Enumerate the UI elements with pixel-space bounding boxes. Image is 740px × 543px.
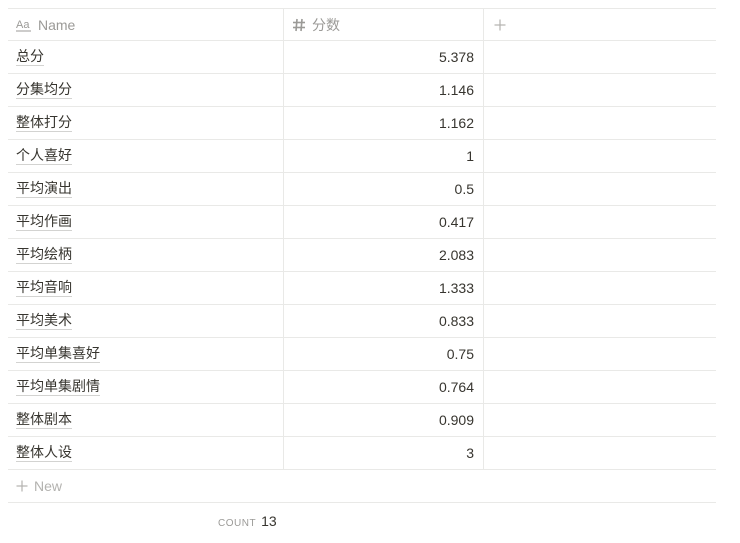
row-name-text[interactable]: 平均演出 — [16, 180, 72, 198]
row-score-value: 5.378 — [438, 49, 474, 65]
score-cell[interactable]: 0.75 — [284, 338, 484, 370]
row-name-text[interactable]: 平均绘柄 — [16, 246, 72, 264]
table-row[interactable]: 平均美术 0.833 — [8, 305, 716, 338]
row-name-text[interactable]: 平均音响 — [16, 279, 72, 297]
empty-cell — [484, 371, 716, 403]
database-table: Aa Name 分数 — [8, 8, 716, 537]
table-row[interactable]: 平均音响 1.333 — [8, 272, 716, 305]
row-name-text[interactable]: 平均作画 — [16, 213, 72, 231]
table-footer: COUNT 13 — [8, 503, 716, 537]
table-row[interactable]: 平均单集喜好 0.75 — [8, 338, 716, 371]
score-cell[interactable]: 5.378 — [284, 41, 484, 73]
row-score-value: 3 — [466, 445, 474, 461]
empty-cell — [484, 74, 716, 106]
empty-cell — [484, 173, 716, 205]
empty-cell — [484, 404, 716, 436]
row-name-text[interactable]: 平均单集剧情 — [16, 378, 100, 396]
row-score-value: 0.833 — [438, 313, 474, 329]
score-cell[interactable]: 0.417 — [284, 206, 484, 238]
new-row-label: New — [34, 478, 63, 494]
column-header-score-label: 分数 — [312, 16, 340, 33]
name-cell[interactable]: 平均作画 — [8, 206, 284, 238]
table-row[interactable]: 整体打分 1.162 — [8, 107, 716, 140]
row-score-value: 0.764 — [438, 379, 474, 395]
empty-cell — [484, 41, 716, 73]
name-cell[interactable]: 总分 — [8, 41, 284, 73]
row-score-value: 0.909 — [438, 412, 474, 428]
table-body: 总分 5.378 分集均分 1.146 整体打分 1.162 个人喜好 1 平均演出 0.5 平均作… — [8, 41, 716, 470]
table-row[interactable]: 平均绘柄 2.083 — [8, 239, 716, 272]
name-cell[interactable]: 整体剧本 — [8, 404, 284, 436]
row-name-text[interactable]: 整体打分 — [16, 114, 72, 132]
empty-cell — [484, 140, 716, 172]
table-row[interactable]: 个人喜好 1 — [8, 140, 716, 173]
row-name-text[interactable]: 平均单集喜好 — [16, 345, 100, 363]
empty-cell — [484, 338, 716, 370]
row-score-value: 1.162 — [438, 115, 474, 131]
name-cell[interactable]: 平均单集剧情 — [8, 371, 284, 403]
plus-icon — [16, 480, 28, 492]
new-row-button[interactable]: New — [8, 470, 716, 503]
score-cell[interactable]: 0.764 — [284, 371, 484, 403]
name-cell[interactable]: 分集均分 — [8, 74, 284, 106]
row-name-text[interactable]: 整体剧本 — [16, 411, 72, 429]
row-score-value: 1 — [466, 148, 474, 164]
score-cell[interactable]: 1 — [284, 140, 484, 172]
table-row[interactable]: 平均演出 0.5 — [8, 173, 716, 206]
name-cell[interactable]: 个人喜好 — [8, 140, 284, 172]
score-cell[interactable]: 1.146 — [284, 74, 484, 106]
row-score-value: 1.333 — [438, 280, 474, 296]
table-row[interactable]: 平均作画 0.417 — [8, 206, 716, 239]
row-name-text[interactable]: 整体人设 — [16, 444, 72, 462]
name-cell[interactable]: 整体打分 — [8, 107, 284, 139]
name-cell[interactable]: 整体人设 — [8, 437, 284, 469]
row-score-value: 1.146 — [438, 82, 474, 98]
empty-cell — [484, 437, 716, 469]
table-row[interactable]: 整体人设 3 — [8, 437, 716, 470]
score-cell[interactable]: 1.162 — [284, 107, 484, 139]
table-row[interactable]: 总分 5.378 — [8, 41, 716, 74]
name-cell[interactable]: 平均美术 — [8, 305, 284, 337]
table-row[interactable]: 整体剧本 0.909 — [8, 404, 716, 437]
count-calculation[interactable]: COUNT 13 — [218, 513, 277, 529]
score-cell[interactable]: 2.083 — [284, 239, 484, 271]
row-name-text[interactable]: 分集均分 — [16, 81, 72, 99]
score-cell[interactable]: 1.333 — [284, 272, 484, 304]
add-property-button[interactable] — [484, 9, 716, 40]
column-header-name[interactable]: Aa Name — [8, 9, 284, 40]
table-row[interactable]: 平均单集剧情 0.764 — [8, 371, 716, 404]
row-name-text[interactable]: 平均美术 — [16, 312, 72, 330]
column-header-score[interactable]: 分数 — [284, 9, 484, 40]
score-cell[interactable]: 0.909 — [284, 404, 484, 436]
plus-icon — [494, 19, 506, 31]
text-property-icon: Aa — [16, 18, 32, 32]
row-score-value: 0.5 — [454, 181, 474, 197]
name-cell[interactable]: 平均音响 — [8, 272, 284, 304]
name-cell[interactable]: 平均演出 — [8, 173, 284, 205]
svg-text:Aa: Aa — [16, 19, 30, 31]
row-name-text[interactable]: 个人喜好 — [16, 147, 72, 165]
table-row[interactable]: 分集均分 1.146 — [8, 74, 716, 107]
row-name-text[interactable]: 总分 — [16, 48, 44, 66]
score-cell[interactable]: 0.5 — [284, 173, 484, 205]
empty-cell — [484, 272, 716, 304]
row-score-value: 2.083 — [438, 247, 474, 263]
empty-cell — [484, 206, 716, 238]
empty-cell — [484, 239, 716, 271]
name-cell[interactable]: 平均绘柄 — [8, 239, 284, 271]
row-score-value: 0.417 — [438, 214, 474, 230]
number-property-icon — [292, 18, 306, 32]
table-header-row: Aa Name 分数 — [8, 8, 716, 41]
score-cell[interactable]: 3 — [284, 437, 484, 469]
column-header-name-label: Name — [38, 16, 76, 33]
count-label: COUNT — [218, 518, 257, 529]
name-cell[interactable]: 平均单集喜好 — [8, 338, 284, 370]
count-value: 13 — [261, 513, 277, 529]
row-score-value: 0.75 — [446, 346, 474, 362]
score-cell[interactable]: 0.833 — [284, 305, 484, 337]
empty-cell — [484, 305, 716, 337]
empty-cell — [484, 107, 716, 139]
